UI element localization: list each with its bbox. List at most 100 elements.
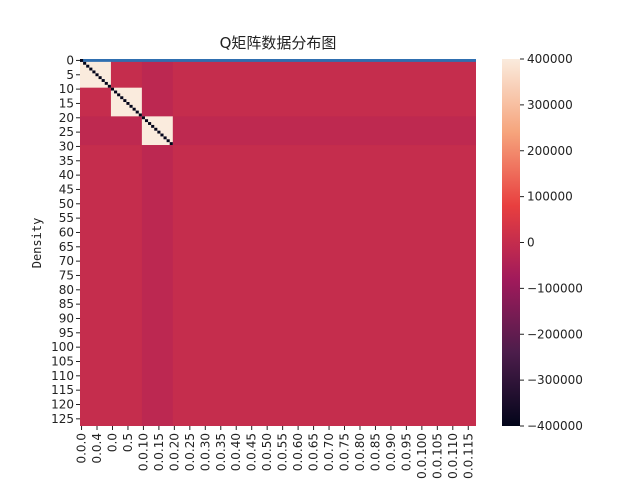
- x-tick-label: 0.0.80: [353, 433, 367, 471]
- diagonal-cell: [169, 142, 173, 146]
- x-tick-label: 0.0.115: [461, 433, 475, 479]
- y-tick-label: 15: [59, 96, 74, 110]
- x-tick-label: 0.0.95: [399, 433, 413, 471]
- colorbar-gradient: [502, 59, 520, 426]
- colorbar-tick-label: −300000: [527, 373, 583, 387]
- y-tick-label: 120: [51, 397, 74, 411]
- x-tick-label: 0.0.65: [307, 433, 321, 471]
- y-tick-label: 55: [59, 211, 74, 225]
- diagonal-cell: [144, 119, 149, 123]
- diagonal-cell: [160, 133, 164, 137]
- x-tick-label: 0.0.75: [338, 433, 352, 471]
- x-tick-label: 0.0.70: [322, 433, 336, 471]
- diagonal-line: [80, 59, 173, 146]
- x-tick-label: 0.0.50: [260, 433, 274, 471]
- y-tick-label: 60: [59, 225, 74, 239]
- y-axis-ticks: 0510152025303540455055606570758085909510…: [51, 53, 80, 426]
- y-tick-label: 115: [51, 383, 74, 397]
- diagonal-cell: [117, 93, 121, 97]
- chart-title: Q矩阵数据分布图: [220, 34, 337, 52]
- y-tick-label: 70: [59, 254, 74, 268]
- x-tick-label: 0.0.90: [384, 433, 398, 471]
- diagonal-cell: [107, 84, 111, 88]
- y-axis-label: Density: [30, 218, 44, 269]
- diagonal-cell: [126, 102, 130, 105]
- y-tick-label: 95: [59, 326, 74, 340]
- y-tick-label: 75: [59, 268, 74, 282]
- diagonal-cell: [98, 76, 102, 80]
- colorbar: 400000 300000 200000 100000 0 −100000 −200000 −…: [502, 52, 583, 433]
- colorbar-tick-label: 200000: [527, 144, 573, 158]
- diagonal-cell: [92, 70, 96, 74]
- diagonal-cell: [166, 139, 170, 143]
- diagonal-cell: [141, 116, 145, 120]
- heatmap-column-band: [141, 59, 173, 426]
- x-tick-label: 0.0.110: [446, 433, 460, 479]
- diagonal-cell: [157, 130, 161, 134]
- colorbar-tick-label: 300000: [527, 98, 573, 112]
- x-tick-label: 0.0.85: [368, 433, 382, 471]
- diagonal-cell: [148, 122, 152, 125]
- x-tick-label: 0.0.20: [167, 433, 181, 471]
- y-tick-label: 90: [59, 311, 74, 325]
- diagonal-cell: [163, 136, 167, 140]
- x-tick-label: 0.0.4: [90, 433, 104, 464]
- diagonal-cell: [123, 99, 127, 103]
- heatmap-row-band: [80, 116, 476, 146]
- diagonal-cell: [110, 87, 115, 91]
- diagonal-cell: [120, 96, 124, 100]
- x-tick-label: 0.0.10: [136, 433, 150, 471]
- diagonal-cell: [80, 59, 84, 62]
- x-tick-label: 0.0.0: [75, 433, 89, 464]
- diagonal-cell: [135, 110, 139, 114]
- y-tick-label: 50: [59, 197, 74, 211]
- diagonal-cell: [104, 81, 108, 85]
- y-tick-label: 20: [59, 111, 74, 125]
- y-tick-label: 10: [59, 82, 74, 96]
- diagonal-cell: [83, 61, 87, 65]
- heatmap-top-row: [80, 59, 476, 62]
- y-tick-label: 25: [59, 125, 74, 139]
- y-tick-label: 125: [51, 412, 74, 426]
- x-tick-label: 0.0.105: [430, 433, 444, 479]
- colorbar-tick-label: −200000: [527, 327, 583, 341]
- diagonal-cell: [89, 67, 93, 71]
- y-tick-label: 110: [51, 369, 74, 383]
- y-tick-label: 105: [51, 354, 74, 368]
- x-tick-label: 0.0.55: [276, 433, 290, 471]
- diagonal-cell: [151, 124, 155, 128]
- colorbar-tick-label: −400000: [527, 419, 583, 433]
- diagonal-cell: [101, 79, 105, 82]
- x-tick-label: 0.0.40: [229, 433, 243, 471]
- x-tick-label: 0.0.100: [415, 433, 429, 479]
- y-tick-label: 30: [59, 139, 74, 153]
- y-tick-label: 65: [59, 240, 74, 254]
- x-tick-label: 0.0: [105, 433, 119, 452]
- diagonal-cell: [95, 73, 99, 77]
- y-tick-label: 45: [59, 182, 74, 196]
- diagonal-cell: [154, 127, 158, 131]
- diagonal-cell: [129, 104, 133, 108]
- x-axis-ticks: 0.0.0 0.0.4 0.0 0.5 0.0.10 0.0.15 0.0.20 0.0.25…: [75, 426, 475, 479]
- y-tick-label: 5: [66, 68, 74, 82]
- y-tick-label: 35: [59, 154, 74, 168]
- y-tick-label: 40: [59, 168, 74, 182]
- colorbar-tick-label: 100000: [527, 190, 573, 204]
- colorbar-tick-label: 0: [527, 236, 535, 250]
- x-tick-label: 0.0.45: [245, 433, 259, 471]
- colorbar-tick-label: 400000: [527, 52, 573, 66]
- x-tick-label: 0.0.25: [183, 433, 197, 471]
- y-tick-label: 0: [66, 53, 74, 67]
- x-tick-label: 0.5: [121, 433, 135, 452]
- diagonal-cell: [114, 90, 118, 94]
- x-tick-label: 0.0.15: [152, 433, 166, 471]
- colorbar-tick-label: −100000: [527, 281, 583, 295]
- y-tick-label: 85: [59, 297, 74, 311]
- x-tick-label: 0.0.60: [291, 433, 305, 471]
- y-tick-label: 80: [59, 283, 74, 297]
- y-tick-label: 100: [51, 340, 74, 354]
- diagonal-cell: [138, 113, 142, 117]
- diagonal-cell: [132, 107, 136, 111]
- x-tick-label: 0.0.30: [198, 433, 212, 471]
